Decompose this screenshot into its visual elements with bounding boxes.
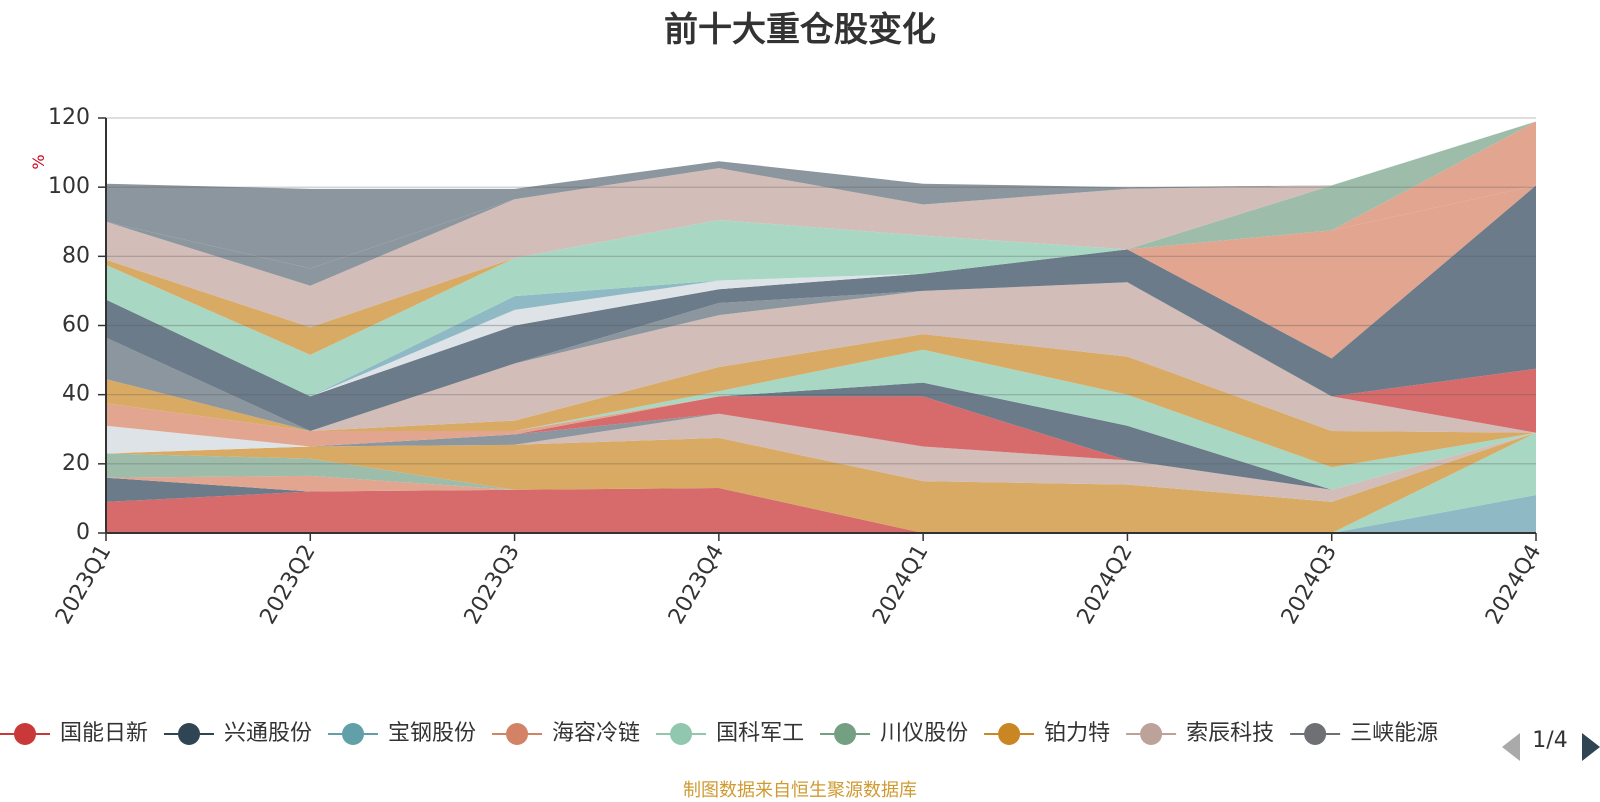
area-series-28 [106,121,1536,269]
y-tick-label-80: 80 [62,243,90,268]
area-series-14 [106,334,1536,468]
legend-marker-icon [670,723,693,745]
area-series-3 [106,475,1536,533]
x-tick-label-2023Q2: 2023Q2 [255,541,320,629]
legend-label: 川仪股份 [880,721,968,746]
legend-marker-icon [342,723,365,745]
legend-next-page-icon[interactable] [1582,733,1600,761]
legend-item-4[interactable]: 国科军工 [656,721,804,746]
legend-marker-icon [506,723,529,745]
y-tick-label-120: 120 [48,105,90,130]
legend-label: 索辰科技 [1186,721,1274,746]
area-series-12 [106,382,1536,490]
y-axis-unit-label: % [29,154,48,169]
legend-label: 海容冷链 [552,721,640,746]
x-tick-label-2023Q1: 2023Q1 [51,541,116,629]
area-series-22 [106,185,1536,359]
legend-page-indicator: 1/4 [1532,728,1567,753]
legend-label: 国能日新 [60,721,148,746]
legend-item-8[interactable]: 三峡能源 [1290,721,1438,746]
x-tick-label-2023Q4: 2023Q4 [664,541,729,629]
legend-label: 宝钢股份 [388,721,476,746]
y-tick-label-40: 40 [62,382,90,407]
y-tick-labels: 0 20 40 60 80 100 120 [48,105,106,545]
x-tick-label-2024Q4: 2024Q4 [1481,541,1546,629]
data-source-note: 制图数据来自恒生聚源数据库 [683,780,917,801]
legend-label: 国科军工 [716,721,804,746]
legend-item-2[interactable]: 宝钢股份 [328,721,476,746]
legend-label: 铂力特 [1044,721,1110,746]
legend-label: 三峡能源 [1350,721,1438,746]
chart-title: 前十大重仓股变化 [664,10,936,50]
legend-marker-icon [834,723,857,745]
x-tick-labels: 2023Q1 2023Q2 2023Q3 2023Q4 2024Q1 2024Q2 2024… [51,533,1546,629]
area-series-7 [106,413,1536,502]
x-tick-label-2024Q1: 2024Q1 [868,541,933,629]
y-tick-label-20: 20 [62,451,90,476]
legend: 1/4 国能日新 兴通股份 宝钢股份 海容冷链 国科军工 川仪股份 铂力特 索辰科技 三峡能源 [0,721,1600,761]
legend-label: 兴通股份 [224,721,312,746]
area-series-13 [106,349,1536,490]
grid-lines [106,117,1536,465]
area-series-6 [106,432,1536,533]
legend-prev-page-icon[interactable] [1502,733,1520,761]
x-tick-label-2024Q3: 2024Q3 [1277,541,1342,629]
legend-marker-icon [178,723,201,745]
legend-marker-icon [1304,723,1327,745]
legend-item-7[interactable]: 索辰科技 [1126,721,1274,746]
area-series-18 [106,185,1536,431]
x-tick-label-2024Q2: 2024Q2 [1073,541,1138,629]
area-series-26 [106,121,1536,328]
legend-item-0[interactable]: 国能日新 [0,721,148,746]
legend-marker-icon [1140,723,1163,745]
legend-item-5[interactable]: 川仪股份 [820,721,968,746]
legend-item-1[interactable]: 兴通股份 [164,721,312,746]
area-series-9 [106,396,1536,490]
area-series-2 [106,477,1536,533]
x-tick-label-2023Q3: 2023Q3 [460,541,525,629]
legend-marker-icon [14,723,36,745]
legend-items: 国能日新 兴通股份 宝钢股份 海容冷链 国科军工 川仪股份 铂力特 索辰科技 三峡能源 [0,721,1438,746]
area-series-group [106,121,1536,533]
legend-marker-icon [998,723,1021,745]
y-tick-label-60: 60 [62,313,90,338]
y-tick-label-0: 0 [76,520,90,545]
y-tick-label-100: 100 [48,174,90,199]
area-series-10 [106,382,1536,490]
area-series-15 [106,282,1536,433]
legend-item-3[interactable]: 海容冷链 [492,721,640,746]
legend-item-6[interactable]: 铂力特 [984,721,1110,746]
